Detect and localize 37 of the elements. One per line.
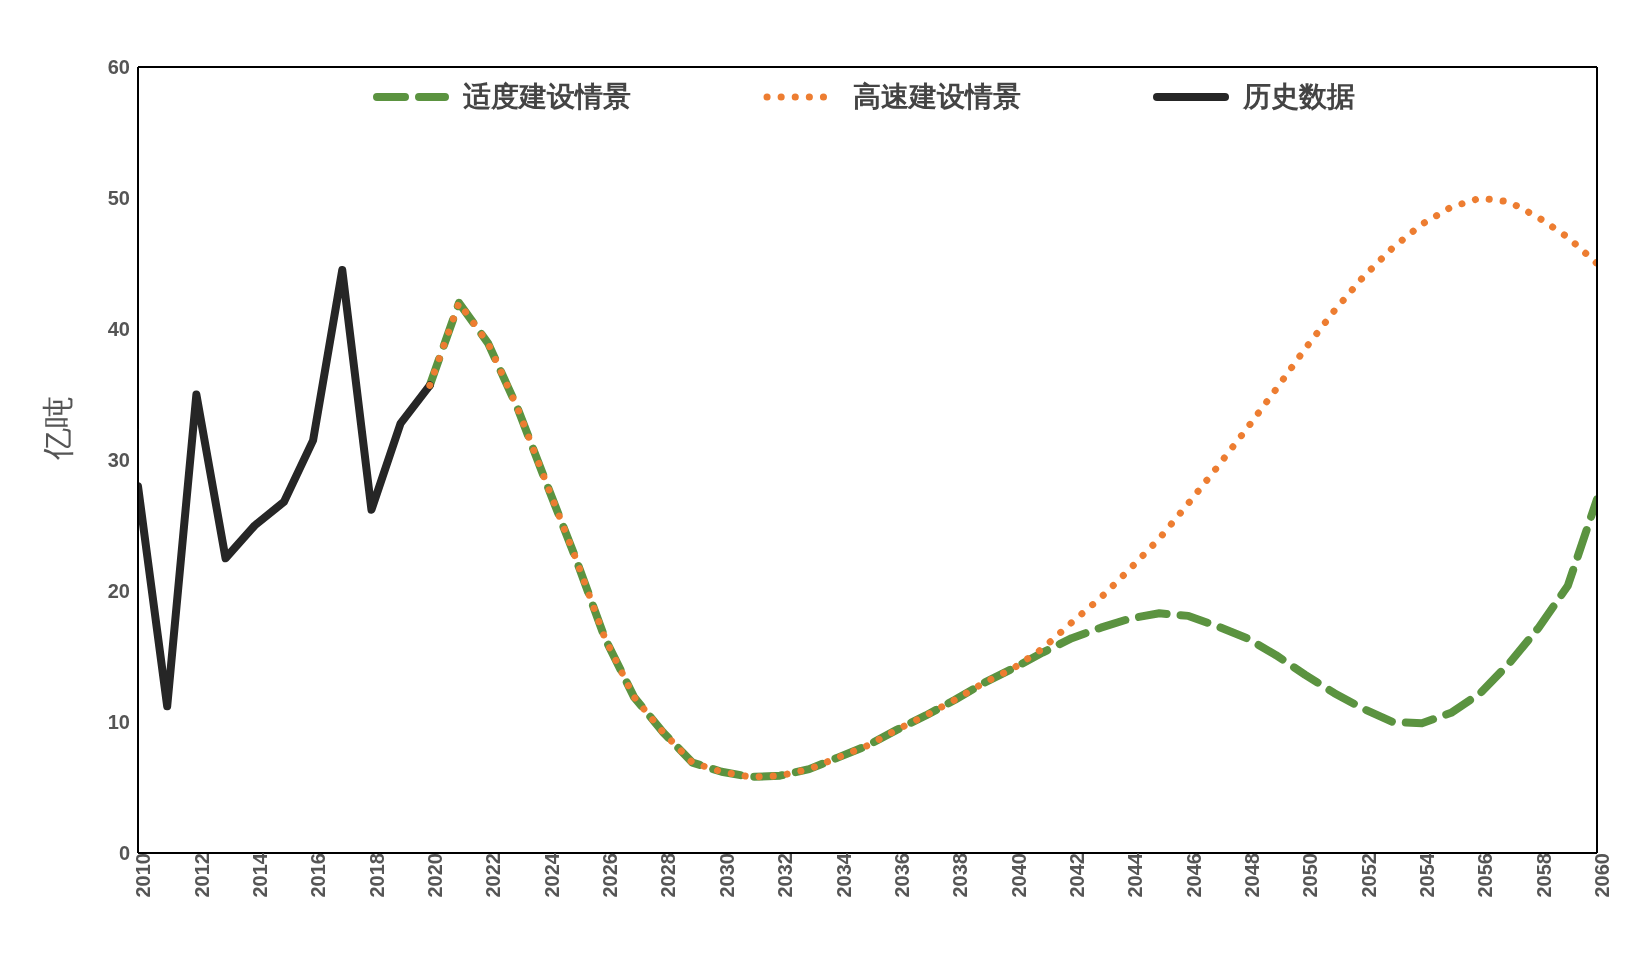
- x-tick-label: 2052: [1357, 853, 1380, 898]
- y-tick-label: 50: [107, 187, 130, 210]
- x-tick-label: 2022: [482, 853, 505, 898]
- x-tick-label: 2030: [715, 853, 738, 898]
- x-tick-label: 2034: [832, 852, 855, 898]
- legend-label: 高速建设情景: [853, 79, 1021, 115]
- x-tick-label: 2018: [365, 853, 388, 898]
- x-tick-label: 2056: [1474, 853, 1497, 898]
- y-axis-title: 亿吨: [39, 396, 78, 461]
- x-tick-label: 2020: [424, 853, 446, 898]
- y-tick-label: 0: [118, 842, 130, 865]
- x-tick-label: 2040: [1007, 853, 1030, 898]
- y-tick-label: 30: [107, 449, 130, 472]
- y-tick-label: 10: [107, 711, 130, 734]
- x-tick-label: 2050: [1299, 853, 1322, 898]
- x-tick-label: 2044: [1124, 852, 1147, 898]
- x-tick-label: 2058: [1532, 853, 1555, 898]
- legend-label: 适度建设情景: [463, 79, 631, 115]
- x-tick-label: 2016: [307, 853, 330, 898]
- x-tick-label: 2014: [248, 852, 271, 898]
- y-tick-label: 60: [107, 56, 130, 79]
- y-tick-label: 40: [107, 318, 130, 341]
- x-tick-label: 2032: [774, 853, 797, 898]
- x-tick-label: 2028: [657, 853, 680, 898]
- x-tick-label: 2054: [1416, 852, 1439, 898]
- x-tick-label: 2012: [190, 853, 213, 898]
- x-tick-label: 2042: [1065, 853, 1088, 898]
- x-tick-label: 2048: [1241, 853, 1264, 898]
- x-tick-label: 2046: [1182, 853, 1205, 898]
- x-tick-label: 2060: [1591, 853, 1614, 898]
- x-tick-label: 2024: [540, 852, 563, 898]
- legend-label: 历史数据: [1243, 79, 1355, 115]
- x-tick-label: 2038: [949, 853, 972, 898]
- y-tick-label: 20: [107, 580, 130, 603]
- x-tick-label: 2026: [599, 853, 622, 898]
- x-tick-label: 2036: [890, 853, 913, 898]
- x-tick-label: 2010: [132, 853, 155, 898]
